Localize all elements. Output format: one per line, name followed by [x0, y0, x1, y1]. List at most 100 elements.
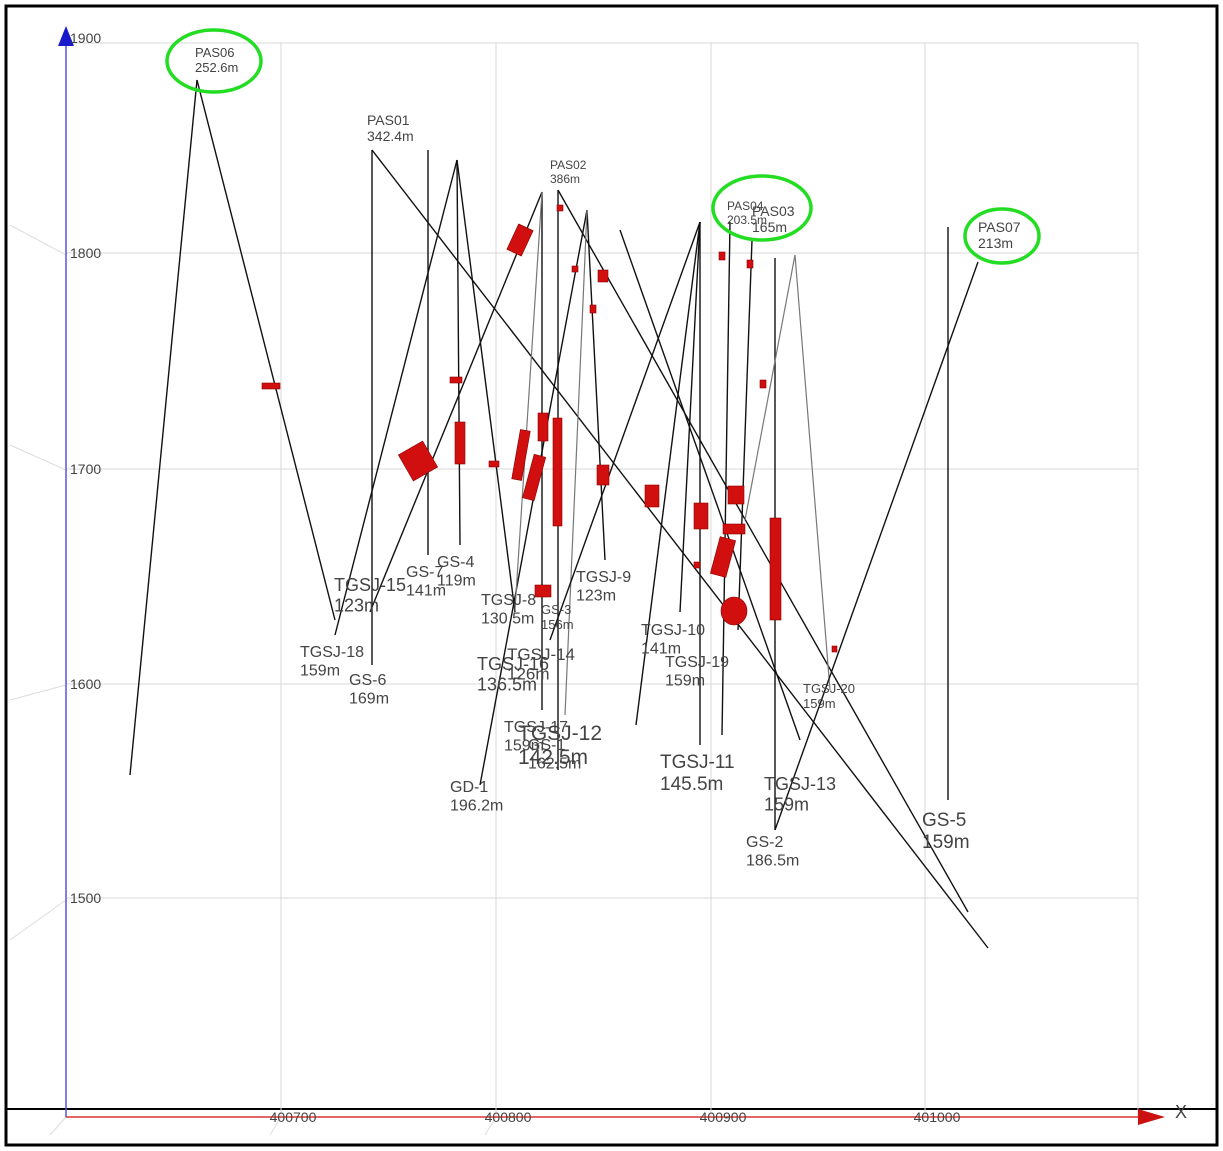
drill-trace — [679, 221, 701, 613]
drill-trace — [371, 149, 989, 949]
intercept — [718, 251, 726, 261]
y-tick-label: 1900 — [70, 30, 101, 46]
intercept — [596, 464, 610, 486]
intercepts — [261, 204, 838, 653]
hole-length: 196.2m — [450, 797, 503, 814]
drill-trace — [334, 159, 458, 636]
highlights — [165, 28, 1041, 265]
drill-trace — [564, 209, 588, 716]
hole-name: TGSJ-20 — [803, 681, 855, 696]
hole-length: 159m — [665, 672, 705, 689]
hole-name: GS-3 — [541, 602, 571, 617]
intercept — [589, 304, 597, 314]
hole-length: 141m — [406, 582, 446, 599]
hole-name: GS-7 — [406, 564, 443, 581]
intercept — [831, 645, 838, 653]
hole-name: TGSJ-19 — [665, 654, 729, 671]
drill-trace — [619, 229, 801, 741]
hole-name: PAS02 — [550, 158, 587, 172]
intercept — [722, 523, 746, 535]
drill-trace — [721, 221, 731, 736]
x-tick-label: 400700 — [270, 1109, 317, 1125]
hole-length: 213m — [978, 235, 1013, 251]
x-tick-label: 401000 — [914, 1109, 961, 1125]
hole-name: TGSJ-10 — [641, 622, 705, 639]
intercept — [644, 484, 660, 508]
hole-length: 119m — [437, 572, 476, 589]
drill-trace — [456, 159, 516, 613]
hole-length: 386m — [550, 172, 580, 186]
hole-name: TGSJ-9 — [576, 569, 631, 586]
drill-trace — [514, 191, 543, 611]
hole-name: TGSJ-15 — [334, 575, 406, 595]
drill-trace — [456, 159, 461, 546]
hole-name: PAS01 — [367, 112, 410, 128]
hole-length: 252.6m — [195, 60, 238, 75]
x-axis-label: X — [1175, 1102, 1187, 1122]
intercept — [759, 379, 767, 389]
intercept — [556, 204, 564, 212]
hole-length: 130.5m — [481, 610, 534, 627]
drill-trace — [794, 254, 831, 691]
drill-trace — [549, 221, 701, 641]
hole-name: GS-2 — [746, 834, 783, 851]
hole-length: 136.5m — [477, 675, 537, 695]
hole-name: PAS07 — [978, 219, 1021, 235]
perspective-lines — [9, 224, 497, 1136]
hole-name: TGSJ-18 — [300, 644, 364, 661]
intercept — [397, 440, 439, 482]
drill-trace — [774, 261, 979, 831]
hole-name: GD-1 — [450, 779, 488, 796]
hole-length: 142.5m — [518, 746, 588, 769]
hole-name: TGSJ-11 — [660, 752, 735, 773]
y-axis-arrow — [58, 26, 74, 46]
hole-length: 156m — [541, 617, 574, 632]
intercept — [552, 417, 563, 527]
intercept — [693, 502, 709, 530]
drill-trace — [196, 79, 336, 621]
intercept — [693, 561, 701, 569]
intercept — [746, 259, 754, 269]
intercept — [522, 453, 547, 502]
hole-length: 159m — [300, 662, 340, 679]
intercept — [571, 265, 579, 273]
hole-name: TGSJ-8 — [481, 592, 536, 609]
drill-trace — [129, 79, 198, 776]
hole-name: GS-1 — [528, 737, 565, 754]
intercept — [534, 584, 552, 598]
hole-name: GS-4 — [437, 554, 474, 571]
hole-length: 159m — [803, 696, 836, 711]
hole-length: 159m — [922, 832, 970, 853]
hole-name: TGSJ-14 — [507, 645, 575, 664]
drill-trace — [744, 254, 796, 521]
hole-length: 186.5m — [746, 852, 799, 869]
hole-length: 145.5m — [660, 774, 723, 795]
y-tick-label: 1700 — [70, 461, 101, 477]
hole-length: 123m — [334, 596, 379, 616]
hole-length: 169m — [349, 690, 389, 707]
hole-length: 342.4m — [367, 128, 414, 144]
hole-length: 141m — [641, 640, 681, 657]
drill-trace — [737, 239, 753, 631]
x-axis-arrow — [1138, 1109, 1165, 1125]
hole-name: TGSJ-13 — [764, 774, 836, 794]
intercept — [261, 382, 281, 390]
intercept — [769, 517, 782, 621]
x-tick-label: 400900 — [700, 1109, 747, 1125]
intercept — [720, 596, 748, 626]
hole-name: PAS06 — [195, 45, 235, 60]
hole-length: 123m — [576, 587, 616, 604]
hole-name: PAS04 — [727, 199, 764, 213]
hole-name: GS-5 — [922, 810, 966, 831]
hole-length: 165m — [752, 219, 787, 235]
hole-length: 159m — [764, 795, 809, 815]
drill-trace — [586, 209, 606, 561]
frame — [4, 4, 1219, 1147]
hole-name: TGSJ-12 — [518, 722, 602, 745]
hole-length: 126m — [507, 665, 550, 684]
intercept — [727, 485, 745, 505]
hole-length: 159m — [504, 737, 544, 754]
drill-trace — [369, 191, 543, 613]
